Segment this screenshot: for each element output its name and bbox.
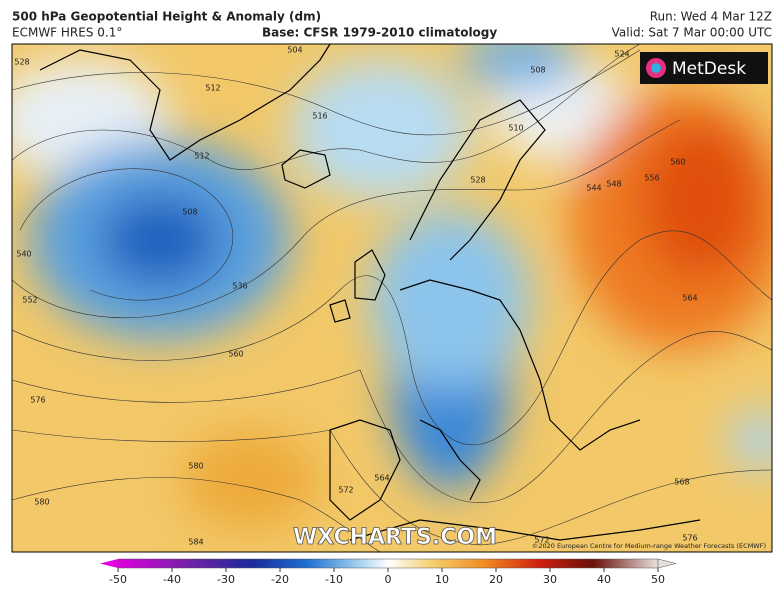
contour-labels: 528 504 512 516 508 510 512 508 528 544 548 556 560 5…	[14, 46, 697, 547]
base: Base: CFSR 1979-2010 climatology	[262, 26, 497, 40]
contour-label: 524	[614, 50, 629, 59]
coastlines	[39, 44, 701, 541]
colorbar-tick-label: 20	[489, 573, 503, 586]
colorbar	[117, 558, 659, 569]
contour-label: 516	[312, 112, 327, 121]
colorbar-tick-label: -10	[325, 573, 343, 586]
watermark: WXCHARTS.COM	[293, 525, 497, 550]
copyright: ©2020 European Centre for Medium-range W…	[532, 542, 766, 550]
colorbar-min-arrow	[100, 559, 118, 568]
contour-label: 508	[530, 66, 545, 75]
colorbar-tick-label: -40	[163, 573, 181, 586]
contour-label: 548	[606, 180, 621, 189]
contour-label: 568	[674, 478, 689, 487]
colorbar-ticks: -50 -40 -30 -20 -10 0 10 20 30 40 50	[109, 568, 665, 586]
contour-label: 504	[287, 46, 302, 55]
colorbar-tick-label: 10	[435, 573, 449, 586]
contour-label: 576	[30, 396, 45, 405]
contour-label: 572	[534, 536, 549, 545]
contour-label: 512	[205, 84, 220, 93]
colorbar-tick-label: 40	[597, 573, 611, 586]
contour-label: 564	[682, 294, 697, 303]
contour-label: 580	[188, 462, 203, 471]
contour-label: 556	[644, 174, 659, 183]
title: 500 hPa Geopotential Height & Anomaly (d…	[12, 10, 321, 24]
run: Run: Wed 4 Mar 12Z	[650, 10, 772, 24]
model: ECMWF HRES 0.1°	[12, 26, 122, 40]
contour-label: 536	[232, 282, 247, 291]
contour-label: 544	[586, 184, 601, 193]
contour-label: 552	[22, 296, 37, 305]
map	[12, 44, 772, 552]
colorbar-tick-label: 30	[543, 573, 557, 586]
contour-label: 510	[508, 124, 523, 133]
contour-label: 560	[228, 350, 243, 359]
colorbar-tick-label: 50	[651, 573, 665, 586]
contour-label: 560	[670, 158, 685, 167]
contour-label: 580	[34, 498, 49, 507]
contour-label: 528	[14, 58, 29, 67]
contour-label: 540	[16, 250, 31, 259]
contour-label: 564	[374, 474, 389, 483]
colorbar-tick-label: -20	[271, 573, 289, 586]
contour-label: 576	[682, 534, 697, 543]
contour-label: 572	[338, 486, 353, 495]
colorbar-tick-label: -50	[109, 573, 127, 586]
contour-label: 508	[182, 208, 197, 217]
contour-label: 528	[470, 176, 485, 185]
map-frame	[11, 43, 773, 553]
colorbar-max-arrow	[657, 558, 677, 569]
contours	[12, 44, 772, 552]
colorbar-tick-label: -30	[217, 573, 235, 586]
logo-text: MetDesk	[672, 59, 746, 79]
contour-label: 512	[194, 152, 209, 161]
contour-label: 584	[188, 538, 203, 547]
colorbar-tick-label: 0	[385, 573, 392, 586]
valid: Valid: Sat 7 Mar 00:00 UTC	[612, 26, 772, 40]
